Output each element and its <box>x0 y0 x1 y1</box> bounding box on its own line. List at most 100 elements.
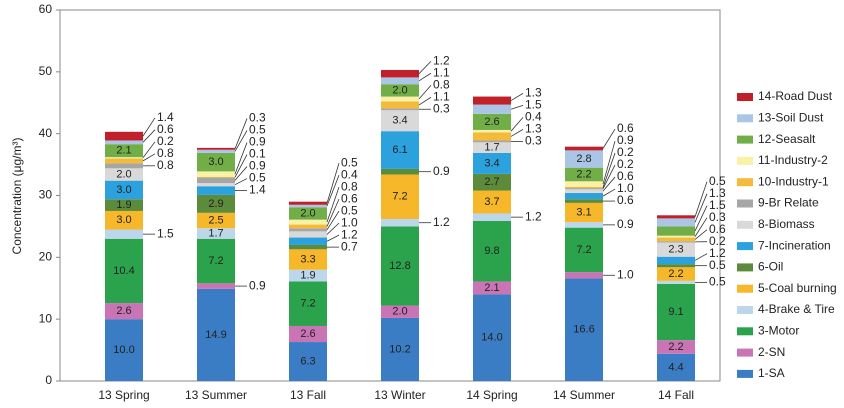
data-label: 0.9 <box>433 164 450 178</box>
data-label: 0.5 <box>709 174 726 188</box>
bar-segment <box>289 219 327 225</box>
legend-label: 3-Motor <box>758 323 799 337</box>
bar-segment <box>657 267 695 281</box>
data-label: 0.6 <box>157 122 174 136</box>
data-label: 10.2 <box>389 343 410 355</box>
data-label: 7.2 <box>208 255 223 267</box>
legend-swatch <box>737 327 753 336</box>
bar-segment <box>473 129 511 133</box>
data-label: 1.7 <box>484 141 499 153</box>
data-label: 0.6 <box>617 169 634 183</box>
leader-line <box>418 96 432 106</box>
data-label: 7.2 <box>300 298 315 310</box>
bar-segment <box>105 180 143 200</box>
leader-line <box>326 234 340 242</box>
leader-line <box>602 140 616 185</box>
bar-segment <box>381 96 419 102</box>
leader-line <box>234 118 248 149</box>
data-label: 0.6 <box>617 121 634 135</box>
data-label: 1.0 <box>617 181 634 195</box>
bar-segment <box>105 303 143 320</box>
bar-segment <box>289 342 327 381</box>
data-label: 3.0 <box>208 156 223 168</box>
bar-segment <box>657 235 695 238</box>
bar-segment <box>289 207 327 220</box>
bar-segment <box>473 152 511 174</box>
data-label: 0.9 <box>249 135 266 149</box>
leader-line <box>510 129 524 137</box>
data-label: 3.3 <box>300 253 315 265</box>
data-label: 0.5 <box>249 123 266 137</box>
bar-segment <box>289 224 327 229</box>
leader-line <box>234 178 248 186</box>
bar-segment <box>565 202 603 223</box>
legend-swatch <box>737 348 753 357</box>
leader-line <box>234 130 248 152</box>
bar-segment <box>105 140 143 145</box>
bar-segment <box>473 294 511 381</box>
bar-segment <box>197 147 235 150</box>
bar-segment <box>197 186 235 195</box>
data-label: 0.6 <box>341 191 358 205</box>
bar-segment <box>289 228 327 232</box>
y-tick-label: 60 <box>39 2 53 16</box>
data-label: 3.0 <box>116 214 131 226</box>
legend-swatch <box>737 156 753 165</box>
bar-segment <box>381 131 419 169</box>
bar-segment <box>105 210 143 230</box>
bar-segment <box>197 283 235 289</box>
data-label: 0.5 <box>709 275 726 289</box>
bar-segment <box>657 340 695 354</box>
leader-line <box>694 229 708 240</box>
bar-segment <box>105 229 143 239</box>
data-label: 9.8 <box>484 245 499 257</box>
legend-swatch <box>737 242 753 251</box>
data-label: 1.9 <box>116 199 131 211</box>
data-label: 0.9 <box>617 217 634 231</box>
leader-line <box>602 164 616 189</box>
bar-segment <box>197 171 235 177</box>
bar-segment <box>657 283 695 341</box>
bar-segment <box>381 305 419 318</box>
leader-line <box>510 93 524 101</box>
data-label: 0.3 <box>525 134 542 148</box>
bar-segment <box>289 325 327 343</box>
bar-segment <box>473 213 511 221</box>
leader-line <box>142 129 156 143</box>
x-tick-label: 13 Fall <box>290 388 326 402</box>
bar-segment <box>657 218 695 227</box>
bar-segment <box>105 199 143 211</box>
x-tick-label: 13 Spring <box>98 388 149 402</box>
data-label: 3.7 <box>484 196 499 208</box>
bar-segment <box>473 113 511 130</box>
legend-label: 14-Road Dust <box>758 89 833 103</box>
data-label: 0.9 <box>249 278 266 292</box>
data-label: 1.9 <box>300 269 315 281</box>
leader-line <box>234 166 248 181</box>
data-label: 0.5 <box>341 203 358 217</box>
data-label: 3.1 <box>576 206 591 218</box>
data-label: 0.8 <box>157 146 174 160</box>
bar-segment <box>657 215 695 219</box>
y-tick-label: 20 <box>39 250 53 264</box>
bar-segment <box>381 101 419 109</box>
data-label: 7.2 <box>576 244 591 256</box>
bar-segment <box>197 183 235 187</box>
legend-label: 10-Industry-1 <box>758 174 829 188</box>
data-label: 0.8 <box>157 158 174 172</box>
bar-segment <box>657 280 695 284</box>
bar-segment <box>289 281 327 326</box>
leader-line <box>326 163 340 204</box>
y-tick-label: 50 <box>39 64 53 78</box>
leader-line <box>418 72 432 82</box>
data-label: 6.1 <box>392 144 407 156</box>
bar-segment <box>565 278 603 381</box>
legend-swatch <box>737 114 753 123</box>
bar-segment <box>381 108 419 111</box>
legend-swatch <box>737 284 753 293</box>
bar-segment <box>565 199 603 203</box>
legend-swatch <box>737 178 753 187</box>
bar-segment <box>473 281 511 295</box>
data-label: 0.2 <box>709 234 726 248</box>
